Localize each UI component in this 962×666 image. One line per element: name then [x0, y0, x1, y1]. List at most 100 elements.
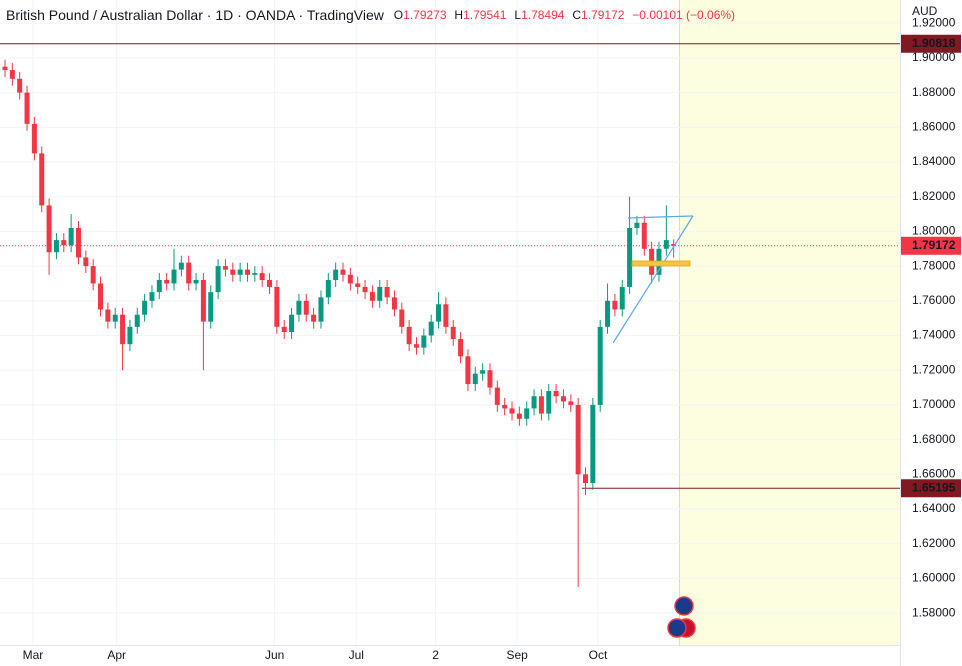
last-price-badge	[901, 236, 961, 255]
x-tick-label: Mar	[23, 648, 44, 662]
candle-body	[75, 227, 81, 258]
candle-body	[369, 292, 375, 301]
ohlc-value: 1.79541	[463, 8, 507, 22]
x-axis: Mar Apr Jun Jul 2 Sep Oct	[23, 648, 608, 662]
ohlc-label: O	[394, 8, 403, 22]
y-tick-label: 1.60000	[912, 571, 956, 585]
ohlc-label: C	[572, 8, 581, 22]
candle-body	[31, 123, 37, 154]
candle-body	[134, 314, 140, 327]
candle-body	[634, 222, 640, 228]
candle-body	[663, 240, 669, 249]
unit-label: AUD	[912, 4, 938, 18]
candle-body	[281, 326, 287, 333]
drawings	[612, 215, 694, 344]
candle-body	[627, 227, 633, 287]
candle-body	[17, 78, 23, 93]
x-tick-label: Jul	[349, 648, 364, 662]
candle-body	[127, 326, 133, 345]
candle-body	[671, 244, 677, 246]
ohlc-label: H	[454, 8, 463, 22]
y-tick-label: 1.74000	[912, 328, 956, 342]
candle-body	[399, 309, 405, 327]
candle-body	[413, 344, 419, 348]
candle-body	[333, 269, 339, 280]
y-tick-label: 1.58000	[912, 605, 956, 619]
candle-body	[406, 326, 412, 345]
candle-body	[487, 370, 493, 388]
candle-body	[9, 70, 15, 79]
candle-body	[546, 391, 552, 414]
candle-body	[171, 269, 177, 284]
candle-body	[200, 279, 206, 322]
zone-box	[631, 260, 691, 267]
candle-body	[568, 401, 574, 405]
candle-body	[164, 279, 170, 284]
candle-body	[480, 370, 486, 374]
candle-body	[120, 314, 126, 345]
candle-body	[274, 286, 280, 327]
candle-body	[641, 222, 647, 249]
candle-body	[98, 283, 104, 310]
y-tick-label: 1.68000	[912, 432, 956, 446]
candle-body	[590, 404, 596, 483]
candle-body	[237, 269, 243, 275]
change: −0.00101 (−0.06%)	[632, 8, 735, 22]
trend-line	[627, 215, 694, 219]
candle-body	[230, 269, 236, 275]
candle-body	[112, 314, 118, 322]
trend-line	[612, 215, 694, 344]
candle-body	[597, 326, 603, 405]
x-tick-label: 2	[432, 648, 439, 662]
candle-body	[53, 240, 59, 253]
candle-body	[340, 269, 346, 275]
candle-body	[39, 153, 45, 206]
candle-body	[531, 396, 537, 409]
y-tick-label: 1.62000	[912, 536, 956, 550]
candle-body	[142, 300, 148, 315]
candle-body	[428, 321, 434, 336]
candle-body	[259, 273, 265, 280]
candle-body	[436, 304, 442, 322]
ohlc-label: L	[514, 8, 521, 22]
candle-body	[311, 314, 317, 322]
candle-body	[612, 300, 618, 310]
symbol-title: British Pound / Australian Dollar · 1D ·…	[6, 7, 385, 23]
candle-body	[24, 92, 30, 124]
last-price-label: 1.79172	[912, 238, 956, 252]
candle-body	[46, 205, 52, 253]
candles	[2, 59, 677, 588]
candle-body	[553, 391, 559, 397]
candle-body	[318, 297, 324, 322]
candle-body	[325, 279, 331, 298]
candle-body	[303, 300, 309, 315]
y-tick-label: 1.84000	[912, 154, 956, 168]
y-tick-label: 1.66000	[912, 466, 956, 480]
y-tick-label: 1.92000	[912, 15, 956, 29]
event-icons	[667, 596, 696, 638]
event-icon[interactable]	[667, 618, 687, 638]
y-tick-label: 1.64000	[912, 501, 956, 515]
candle-body	[222, 266, 228, 270]
candle-body	[605, 300, 611, 327]
candle-body	[149, 292, 155, 301]
ohlc-value: 1.79172	[581, 8, 625, 22]
candle-body	[509, 408, 515, 414]
candle-body	[156, 279, 162, 293]
candle-body	[355, 283, 361, 287]
candle-body	[502, 404, 508, 409]
candle-body	[619, 286, 625, 310]
price-badge	[901, 34, 961, 53]
candle-body	[61, 240, 67, 246]
candle-body	[267, 279, 273, 287]
y-tick-label: 1.76000	[912, 293, 956, 307]
y-tick-label: 1.72000	[912, 362, 956, 376]
candle-body	[377, 286, 383, 301]
candle-body	[443, 304, 449, 327]
candle-body	[391, 297, 397, 310]
candle-body	[244, 269, 250, 275]
event-icon[interactable]	[674, 596, 694, 616]
candle-body	[2, 66, 8, 71]
ohlc-value: 1.78494	[521, 8, 565, 22]
